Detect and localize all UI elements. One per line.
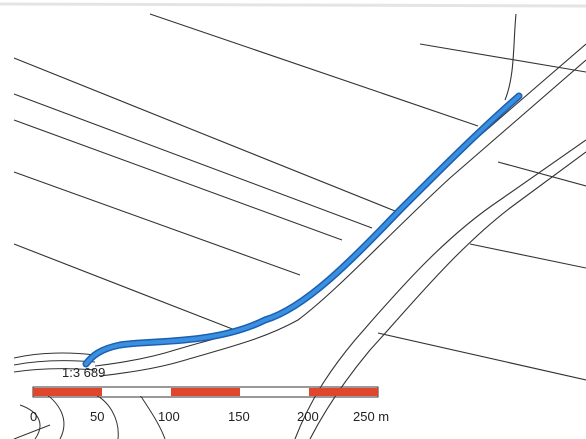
parcel-line xyxy=(497,161,586,187)
scale-bar-segment xyxy=(309,388,378,396)
route-label: 1:3 689 xyxy=(62,365,105,380)
route-outline xyxy=(82,92,523,368)
scale-bar-segment xyxy=(171,388,240,396)
scale-bar-segment xyxy=(102,388,171,396)
scale-tick-label: 200 xyxy=(297,409,319,424)
parcel-line xyxy=(13,243,236,331)
parcel-line xyxy=(377,332,586,381)
parcel-line xyxy=(13,93,373,229)
secondary-road xyxy=(294,139,586,439)
parcel-line xyxy=(13,57,396,212)
scale-tick-label: 50 xyxy=(90,409,104,424)
parcel-line xyxy=(13,119,343,241)
scan-edge xyxy=(0,2,586,8)
scale-tick-label: 150 xyxy=(228,409,250,424)
parcel-line xyxy=(149,13,479,127)
scale-bar-segment xyxy=(240,388,309,396)
scale-tick-label: 250 m xyxy=(353,409,389,424)
scale-tick-label: 0 xyxy=(30,409,37,424)
parcel-lines xyxy=(13,13,586,381)
scale-bar-segment xyxy=(33,388,102,396)
parcel-line xyxy=(504,13,517,101)
scale-bar: 0 50 100 150 200 250 m xyxy=(30,386,389,424)
main-road xyxy=(94,43,586,377)
parcel-line xyxy=(469,243,586,269)
parcel-line xyxy=(13,171,301,276)
scale-tick-label: 100 xyxy=(158,409,180,424)
parcel-line xyxy=(419,43,586,73)
highlighted-route[interactable] xyxy=(84,94,521,366)
